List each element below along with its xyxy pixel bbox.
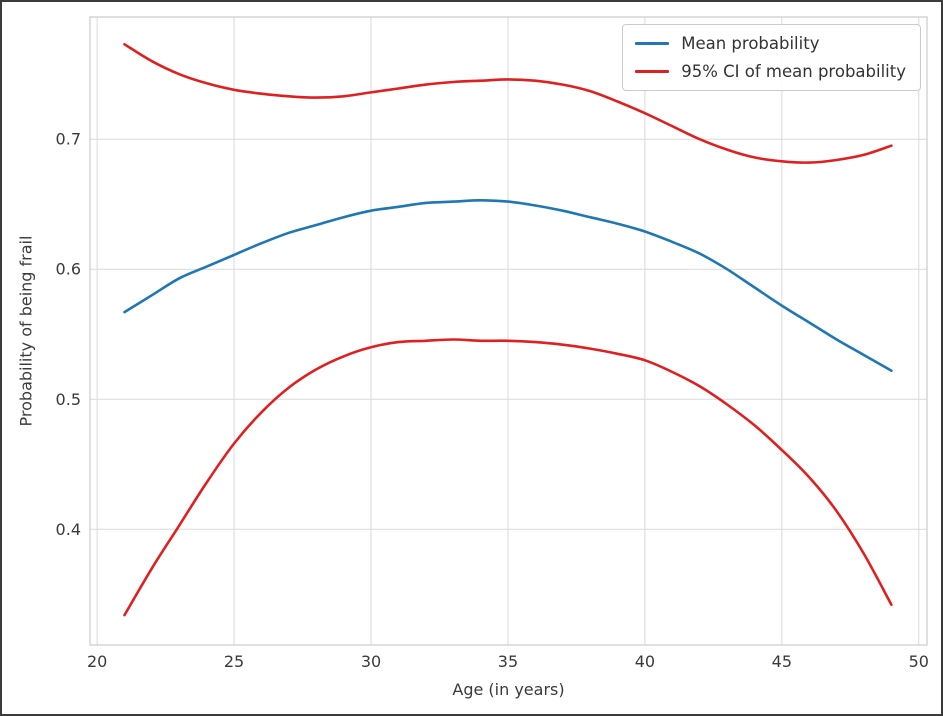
- legend: Mean probability 95% CI of mean probabil…: [622, 24, 921, 91]
- y-tick-label: 0.6: [56, 260, 81, 279]
- y-tick-label: 0.5: [56, 390, 81, 409]
- legend-label-ci: 95% CI of mean probability: [681, 62, 906, 81]
- legend-label-mean: Mean probability: [681, 34, 820, 53]
- y-axis-label: Probability of being frail: [16, 235, 36, 427]
- legend-item-ci: 95% CI of mean probability: [635, 62, 906, 81]
- x-tick-label: 35: [498, 652, 518, 671]
- series-mean-probability: [123, 198, 893, 372]
- series-95-ci-upper-bound: [123, 43, 893, 164]
- plot-spines: [89, 16, 928, 646]
- x-axis-label: Age (in years): [452, 680, 565, 699]
- legend-item-mean: Mean probability: [635, 34, 906, 53]
- x-tick-label: 25: [224, 652, 244, 671]
- x-tick-label: 20: [87, 652, 107, 671]
- mean-line-swatch-icon: [635, 42, 670, 45]
- x-tick-label: 50: [909, 652, 929, 671]
- y-tick-label: 0.7: [56, 130, 81, 149]
- series-95-ci-lower-bound: [123, 338, 893, 617]
- x-tick-label: 30: [361, 652, 381, 671]
- x-tick-label: 40: [635, 652, 655, 671]
- ci-line-swatch-icon: [635, 70, 670, 73]
- y-tick-label: 0.4: [56, 520, 81, 539]
- x-tick-label: 45: [772, 652, 792, 671]
